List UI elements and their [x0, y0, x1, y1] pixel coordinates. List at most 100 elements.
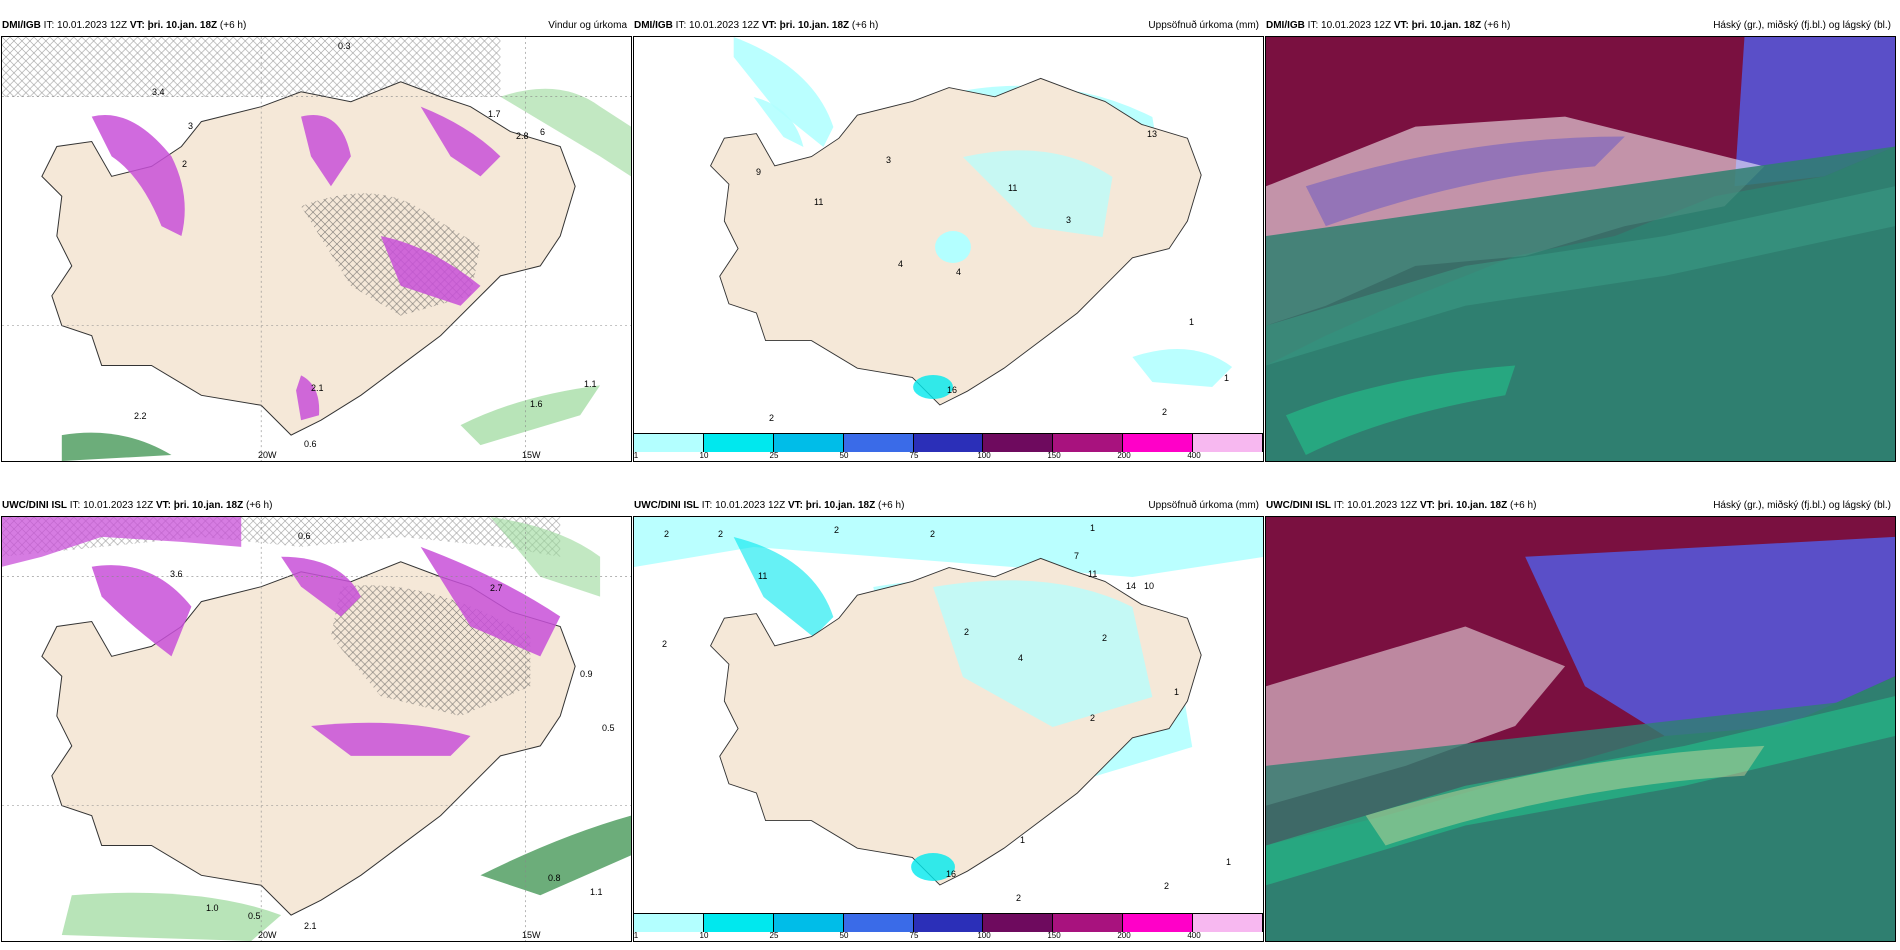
model-name: UWC/DINI ISL — [1266, 500, 1331, 511]
scale-bin — [913, 434, 984, 452]
value-label: 10 — [1144, 581, 1155, 591]
valid-time: VT: þri. 10.jan. 18Z — [761, 20, 850, 31]
value-label: 4 — [898, 259, 904, 269]
value-label: 2 — [664, 529, 670, 539]
wind-precip-map — [2, 37, 631, 461]
scale-tick: 10 — [699, 451, 709, 460]
cloud-cover-map — [1266, 517, 1895, 941]
value-label: 2.8 — [516, 131, 529, 141]
valid-time: VT: þri. 10.jan. 18Z — [787, 500, 876, 511]
panel-header: UWC/DINI ISL IT: 10.01.2023 12Z VT: þri.… — [1266, 497, 1895, 515]
value-label: 0.5 — [248, 911, 261, 921]
value-label: 3 — [188, 121, 194, 131]
value-label: 4 — [956, 267, 962, 277]
init-time: IT: 10.01.2023 12Z — [1307, 20, 1392, 31]
scale-tick: 1 — [633, 451, 639, 460]
scale-bin — [1193, 434, 1264, 452]
scale-bin — [983, 914, 1054, 932]
valid-time: VT: þri. 10.jan. 18Z — [155, 500, 244, 511]
init-time: IT: 10.01.2023 12Z — [701, 500, 786, 511]
value-label: 14 — [1126, 581, 1137, 591]
value-label: 3.6 — [170, 569, 183, 579]
scale-tick: 100 — [977, 931, 991, 940]
panel-wind-precip-dmi: DMI/IGB IT: 10.01.2023 12Z VT: þri. 10.j… — [1, 20, 632, 462]
panel-clouds-dmi: DMI/IGB IT: 10.01.2023 12Z VT: þri. 10.j… — [1265, 20, 1896, 462]
scale-bin — [1193, 914, 1264, 932]
model-name: UWC/DINI ISL — [2, 500, 67, 511]
value-label: 2 — [1090, 713, 1096, 723]
scale-bin — [843, 914, 914, 932]
value-label: 2 — [1164, 881, 1170, 891]
value-label: 0.6 — [304, 439, 317, 449]
valid-time: VT: þri. 10.jan. 18Z — [1419, 500, 1508, 511]
scale-tick: 1 — [633, 931, 639, 940]
value-label: 1 — [1226, 857, 1232, 867]
value-label: 11 — [814, 197, 824, 207]
field-title: Uppsöfnuð úrkoma (mm) — [1148, 20, 1259, 31]
scale-bin — [1053, 434, 1124, 452]
value-label: 16 — [947, 385, 958, 395]
value-label: 1.1 — [584, 379, 597, 389]
value-label: 2 — [1102, 633, 1108, 643]
value-label: 2.1 — [304, 921, 317, 931]
field-title: Vindur og úrkoma — [548, 20, 627, 31]
value-label: 2 — [964, 627, 970, 637]
lead-time: (+6 h) — [851, 20, 879, 31]
value-label: 2 — [769, 413, 775, 423]
scale-bin — [634, 914, 704, 932]
valid-time: VT: þri. 10.jan. 18Z — [1393, 20, 1482, 31]
scale-bin — [983, 434, 1054, 452]
lon-label-20w: 20W — [258, 450, 277, 460]
value-label: 2 — [930, 529, 936, 539]
lon-label-15w: 15W — [522, 930, 541, 940]
value-label: 6 — [540, 127, 546, 137]
scale-ticks: 1 10 25 50 75 100 150 200 400 — [634, 451, 1263, 461]
value-label: 2 — [1016, 893, 1022, 903]
value-label: 16 — [946, 869, 957, 879]
value-label: 2 — [662, 639, 668, 649]
value-label: 1 — [1224, 373, 1230, 383]
value-label: 1.7 — [488, 109, 501, 119]
value-label: 2 — [718, 529, 724, 539]
scale-tick: 25 — [769, 451, 779, 460]
map-area — [634, 517, 1263, 913]
value-label: 3 — [886, 155, 892, 165]
scale-tick: 50 — [839, 931, 849, 940]
value-label: 1.6 — [530, 399, 543, 409]
field-title: Háský (gr.), miðský (fj.bl.) og lágský (… — [1713, 20, 1891, 31]
init-time: IT: 10.01.2023 12Z — [69, 500, 154, 511]
value-label: 0.3 — [338, 41, 351, 51]
scale-bin — [703, 914, 774, 932]
panel-clouds-uwc: UWC/DINI ISL IT: 10.01.2023 12Z VT: þri.… — [1265, 500, 1896, 942]
value-label: 9 — [756, 167, 762, 177]
value-label: 2 — [834, 525, 840, 535]
value-label: 11 — [758, 571, 768, 581]
lead-time: (+6 h) — [1483, 20, 1511, 31]
value-label: 1.0 — [206, 903, 219, 913]
lead-time: (+6 h) — [219, 20, 247, 31]
lon-label-20w: 20W — [258, 930, 277, 940]
field-title: Háský (gr.), miðský (fj.bl.) og lágský (… — [1713, 500, 1891, 511]
model-name: DMI/IGB — [634, 20, 673, 31]
init-time: IT: 10.01.2023 12Z — [675, 20, 760, 31]
value-label: 2 — [1162, 407, 1168, 417]
model-name: UWC/DINI ISL — [634, 500, 699, 511]
lead-time: (+6 h) — [878, 500, 905, 511]
scale-tick: 150 — [1047, 931, 1061, 940]
init-time: IT: 10.01.2023 12Z — [1333, 500, 1418, 511]
scale-bin — [773, 434, 844, 452]
value-label: 2.2 — [134, 411, 147, 421]
value-label: 3 — [1066, 215, 1072, 225]
scale-tick: 400 — [1187, 931, 1201, 940]
model-name: DMI/IGB — [1266, 20, 1305, 31]
value-label: 0.8 — [548, 873, 561, 883]
value-label: 1.1 — [590, 887, 603, 897]
scale-bin — [1053, 914, 1124, 932]
value-label: 13 — [1147, 129, 1158, 139]
scale-bin — [634, 434, 704, 452]
lead-time: (+6 h) — [1510, 500, 1537, 511]
value-label: 11 — [1088, 569, 1098, 579]
map-area — [1266, 517, 1895, 941]
scale-tick: 50 — [839, 451, 849, 460]
wind-precip-map — [2, 517, 631, 941]
